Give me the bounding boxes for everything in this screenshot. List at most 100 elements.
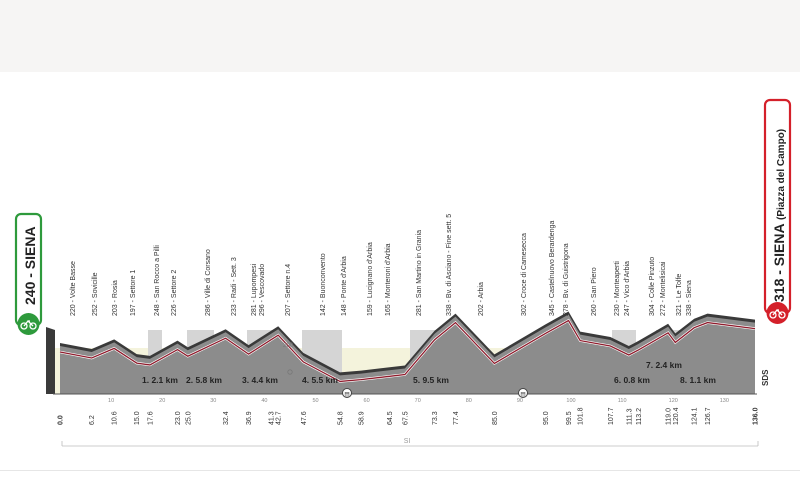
scale-tick: 10 <box>108 398 114 404</box>
km-label: 99.5 <box>566 411 573 425</box>
start-name: SIENA <box>22 226 38 269</box>
altitude-tick: 200 <box>283 343 294 349</box>
profile-area <box>60 314 755 394</box>
place-label: 304 - Colle Pinzuto <box>649 257 656 316</box>
km-label: 15.0 <box>134 411 141 425</box>
sector-label: 7. 2.4 km <box>646 360 682 370</box>
place-label: 148 - Ponte d'Arbia <box>341 256 348 316</box>
place-label: 302 - Croce di Camesecca <box>521 233 528 316</box>
scale-ticks: 10 20 30 40 50 60 70 80 90 100 110 120 130 <box>108 398 729 404</box>
km-label: 10.6 <box>112 411 119 425</box>
km-label: 54.8 <box>338 411 345 425</box>
km-label: 23.0 <box>175 411 182 425</box>
km-label: 0.0 <box>58 415 65 425</box>
place-label: 230 - Monteaperti <box>614 261 621 316</box>
place-label: 260 - San Piero <box>591 267 598 316</box>
place-label: 321 - Le Tolfe <box>676 274 683 316</box>
km-label: 67.5 <box>402 411 409 425</box>
finish-name: SIENA <box>771 224 787 267</box>
sector-labels: 1. 2.1 km 2. 5.8 km 3. 4.4 km 4. 5.5 km 5. 9… <box>142 360 716 385</box>
km-label: 120.4 <box>673 407 680 425</box>
intermediate-marker-1-icon: ▤ <box>344 392 349 398</box>
intermediate-marker-2: ▤ <box>518 388 528 398</box>
km-label: 124.1 <box>692 407 699 425</box>
sector-label: 2. 5.8 km <box>186 375 222 385</box>
km-label: 73.3 <box>432 411 439 425</box>
svg-text:318 - SIENA (Piazza del Campo): 318 - SIENA (Piazza del Campo) <box>771 129 787 302</box>
place-label: 281 - San Martino in Grania <box>416 230 423 316</box>
sector-label: 1. 2.1 km <box>142 375 178 385</box>
place-label: 207 - Settore n.4 <box>285 264 292 316</box>
km-label: 136.0 <box>753 407 760 425</box>
km-label: 111.3 <box>626 408 633 425</box>
place-label: 286 - Ville di Corsano <box>205 249 212 316</box>
km-label: 113.2 <box>636 408 643 425</box>
place-label: 226 - Settore 2 <box>171 270 178 316</box>
scale-tick: 50 <box>312 398 318 404</box>
km-label: 25.0 <box>185 411 192 425</box>
start-altitude: 240 <box>22 281 38 305</box>
sprint-marker <box>287 369 293 375</box>
scale-tick: 120 <box>669 398 678 404</box>
bicycle-icon <box>20 320 37 330</box>
km-label: 58.9 <box>358 411 365 425</box>
place-label: 159 - Lucignano d'Arbia <box>367 242 374 316</box>
km-label: 85.0 <box>492 411 499 425</box>
km-label: 36.9 <box>246 411 253 425</box>
place-label: 165 - Monteroni d'Arbia <box>385 243 392 316</box>
start-bike-circle <box>17 313 40 335</box>
km-labels: 0.0 6.2 10.6 15.0 17.6 23.0 25.0 32.4 36.9 41.3 42… <box>58 407 760 425</box>
sector-label: 3. 4.4 km <box>242 375 278 385</box>
scale-tick: 110 <box>618 398 627 404</box>
province-label: SI <box>404 438 411 445</box>
km-label: 6.2 <box>89 415 96 425</box>
place-label: 278 - Bv. di Guistrigona <box>563 243 570 316</box>
km-label: 101.8 <box>578 407 585 425</box>
km-label: 95.0 <box>543 411 550 425</box>
scale-tick: 40 <box>261 398 267 404</box>
place-label: 281 - Lupompesi <box>251 263 258 316</box>
start-badge: 240 - SIENA <box>14 212 43 335</box>
place-label: 203 - Rosia <box>112 280 119 316</box>
sector-label: 8. 1.1 km <box>680 375 716 385</box>
place-label: 338 - Siena <box>686 280 693 316</box>
province-bracket: SI <box>61 438 759 447</box>
km-label: 42.7 <box>276 411 283 425</box>
top-band <box>0 0 800 72</box>
road-line <box>59 319 756 383</box>
place-label: 202 - Arbia <box>478 282 485 316</box>
scale-tick: 60 <box>364 398 370 404</box>
sector-label: 4. 5.5 km <box>302 375 338 385</box>
scale-tick: 70 <box>415 398 421 404</box>
bicycle-icon <box>769 309 786 319</box>
finish-badge: 318 - SIENA (Piazza del Campo) <box>763 98 792 324</box>
scale-tick: 100 <box>566 398 575 404</box>
scale-tick: 80 <box>466 398 472 404</box>
km-label: 32.4 <box>223 411 230 425</box>
km-label: 47.6 <box>301 411 308 425</box>
km-label: 41.3 <box>269 411 276 425</box>
sector-label: 6. 0.8 km <box>614 375 650 385</box>
km-label: 17.6 <box>147 411 154 425</box>
place-label: 252 - Sovicille <box>92 272 99 316</box>
finish-bike-circle <box>766 302 789 324</box>
km-label: 77.4 <box>453 411 460 425</box>
side-label: SDS <box>761 369 770 386</box>
place-label: 197 - Settore 1 <box>130 270 137 316</box>
intermediate-marker-2-icon: ▤ <box>520 392 525 398</box>
svg-text:240 - SIENA: 240 - SIENA <box>22 226 38 305</box>
scale-tick: 30 <box>210 398 216 404</box>
sector-label: 5. 9.5 km <box>413 375 449 385</box>
finish-sub: (Piazza del Campo) <box>776 129 787 220</box>
place-label: 247 - Vico d'Arbia <box>624 261 631 316</box>
scale-tick: 20 <box>159 398 165 404</box>
place-label: 233 - Radi - Sett. 3 <box>231 257 238 316</box>
km-label: 107.7 <box>608 407 615 425</box>
place-label: 220 - Volte Basse <box>70 261 77 316</box>
place-label: 296 - Vescovado <box>259 264 266 316</box>
place-label: 272 - Montelisicai <box>660 261 667 316</box>
place-label: 338 - Bv. di Asciano - Fine sett. 5 <box>446 214 453 316</box>
bottom-divider <box>0 470 800 471</box>
place-labels: 220 - Volte Basse 252 - Sovicille 203 - Ro… <box>70 214 693 316</box>
